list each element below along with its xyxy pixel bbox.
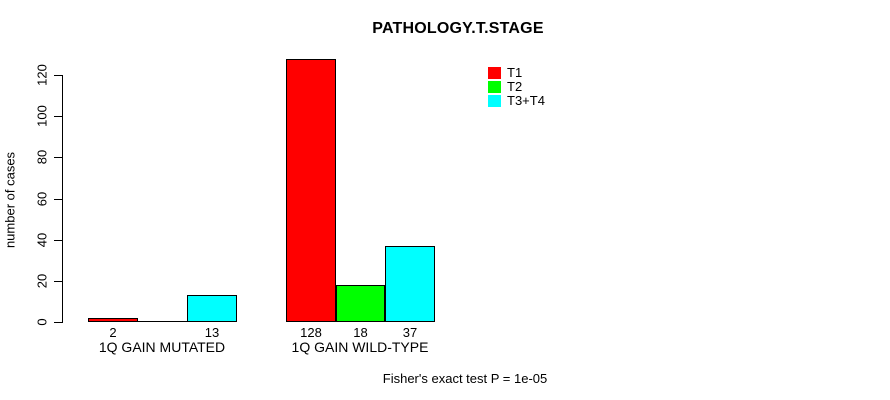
y-tick-label: 40 (34, 232, 50, 248)
y-axis-line (62, 75, 63, 323)
legend-item-t1: T1 (488, 66, 545, 80)
y-axis-tick (54, 116, 62, 117)
y-axis-tick (54, 157, 62, 158)
category-label-wild-type: 1Q GAIN WILD-TYPE (291, 339, 429, 355)
bar-t3t4-group2 (385, 246, 435, 322)
y-axis-tick (54, 240, 62, 241)
y-axis-tick (54, 281, 62, 282)
bar-value-label: 2 (109, 325, 117, 340)
legend-item-t2: T2 (488, 80, 545, 94)
y-tick-label: 20 (34, 273, 50, 289)
legend: T1 T2 T3+T4 (488, 66, 545, 108)
y-tick-label: 60 (34, 191, 50, 207)
chart-title: PATHOLOGY.T.STAGE (372, 20, 544, 37)
legend-swatch-t3t4 (488, 95, 501, 107)
y-tick-label: 0 (34, 318, 50, 326)
bar-t1-group1 (88, 318, 138, 322)
legend-swatch-t1 (488, 67, 501, 79)
bar-value-label: 128 (300, 325, 322, 340)
bar-t1-group2 (286, 59, 336, 322)
y-tick-label: 100 (34, 105, 50, 127)
legend-swatch-t2 (488, 81, 501, 93)
bar-value-label: 13 (204, 325, 220, 340)
legend-item-t3t4: T3+T4 (488, 94, 545, 108)
y-axis-tick (54, 322, 62, 323)
y-tick-label: 80 (34, 149, 50, 165)
bar-value-label: 18 (353, 325, 368, 340)
annotation-text: Fisher's exact test P = 1e-05 (382, 371, 548, 386)
category-label-mutated: 1Q GAIN MUTATED (98, 339, 226, 355)
y-tick-label: 120 (34, 64, 50, 86)
legend-label-t2: T2 (507, 79, 523, 94)
legend-label-t3t4: T3+T4 (507, 93, 545, 108)
bar-t2-group1 (138, 321, 187, 322)
y-axis-tick (54, 199, 62, 200)
bar-value-label: 37 (402, 325, 418, 340)
y-axis-tick (54, 75, 62, 76)
bar-t3t4-group1 (187, 295, 237, 322)
legend-label-t1: T1 (507, 65, 523, 80)
bar-t2-group2 (336, 285, 385, 322)
